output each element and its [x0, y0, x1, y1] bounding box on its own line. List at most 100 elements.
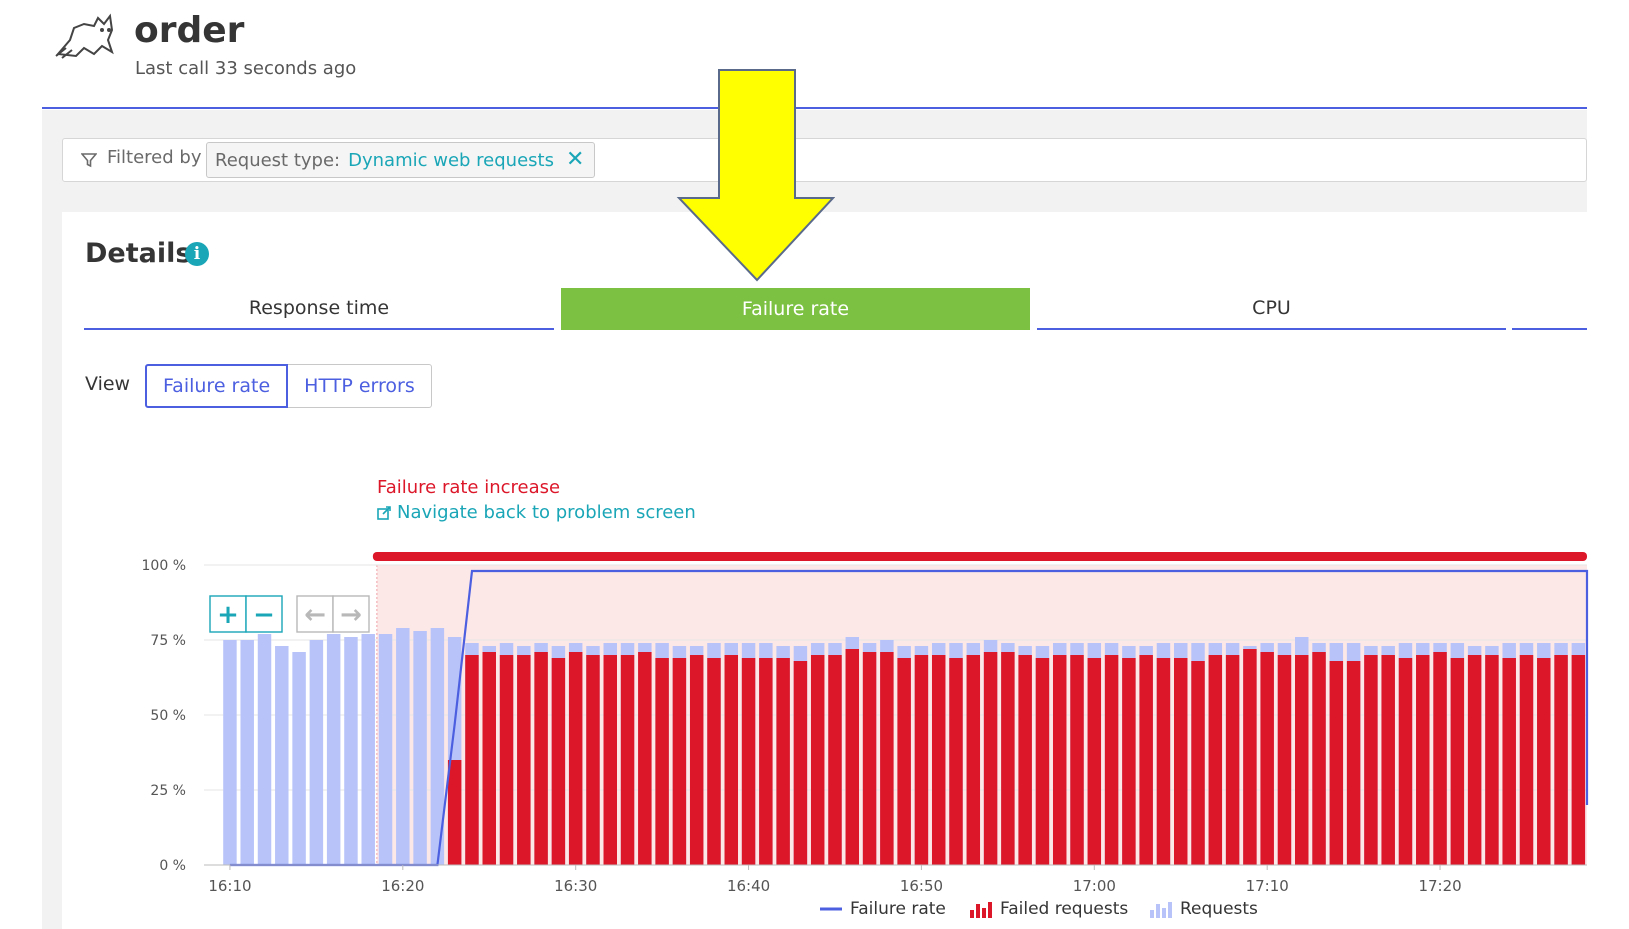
tab-response-time[interactable]: Response time	[84, 288, 554, 330]
failed-requests-bar[interactable]	[983, 652, 998, 865]
requests-bar[interactable]	[430, 628, 445, 865]
failed-requests-bar[interactable]	[1070, 655, 1084, 865]
failed-requests-bar[interactable]	[1018, 655, 1032, 865]
failed-requests-bar[interactable]	[1502, 658, 1516, 865]
requests-bar[interactable]	[396, 628, 410, 865]
failed-requests-bar[interactable]	[1346, 661, 1361, 865]
failed-requests-bar[interactable]	[776, 658, 790, 865]
failed-requests-bar[interactable]	[810, 655, 825, 865]
zoom-in-button[interactable]: +	[209, 595, 247, 633]
failed-requests-bar[interactable]	[1312, 652, 1326, 865]
requests-bar[interactable]	[275, 646, 289, 865]
failure-rate-line[interactable]	[229, 569, 1589, 867]
failed-requests-bar[interactable]	[568, 652, 583, 865]
failed-requests-bar[interactable]	[1277, 655, 1292, 865]
tab-failure-rate[interactable]: Failure rate	[561, 288, 1030, 330]
failed-requests-bar[interactable]	[465, 655, 479, 865]
failed-requests-bar[interactable]	[620, 655, 635, 865]
failed-requests-bar[interactable]	[707, 658, 721, 865]
requests-bar[interactable]	[257, 634, 272, 865]
requests-bar[interactable]	[240, 640, 254, 865]
requests-bar[interactable]	[309, 640, 324, 865]
requests-bar[interactable]	[413, 631, 427, 865]
failed-requests-bar[interactable]	[793, 661, 808, 865]
failed-requests-bar[interactable]	[1295, 655, 1309, 865]
failed-requests-bar[interactable]	[1554, 655, 1568, 865]
failed-requests-bar[interactable]	[1260, 652, 1274, 865]
failed-requests-bar[interactable]	[1416, 655, 1430, 865]
failed-requests-bar[interactable]	[517, 655, 531, 865]
failed-requests-bar[interactable]	[1537, 658, 1551, 865]
failed-requests-bar[interactable]	[603, 655, 617, 865]
failed-requests-bar[interactable]	[1208, 655, 1223, 865]
failed-requests-bar[interactable]	[482, 652, 496, 865]
failed-requests-bar[interactable]	[931, 655, 946, 865]
failed-requests-bar[interactable]	[586, 655, 600, 865]
view-failure-rate-button[interactable]: Failure rate	[145, 364, 289, 408]
failed-requests-bar[interactable]	[759, 658, 773, 865]
failed-requests-bar[interactable]	[1450, 658, 1465, 865]
filter-chip[interactable]: Request type: Dynamic web requests ✕	[206, 142, 596, 178]
failed-requests-bar[interactable]	[1243, 649, 1257, 865]
failed-requests-bar[interactable]	[1519, 655, 1534, 865]
failed-requests-bar[interactable]	[1467, 655, 1482, 865]
requests-bar[interactable]	[344, 637, 358, 865]
failed-requests-bar[interactable]	[655, 658, 669, 865]
failed-requests-bar[interactable]	[638, 652, 652, 865]
failed-requests-bar[interactable]	[447, 760, 462, 865]
close-icon[interactable]: ✕	[565, 147, 585, 172]
failed-requests-bar[interactable]	[828, 655, 842, 865]
failed-requests-bar[interactable]	[499, 655, 514, 865]
failed-requests-bar[interactable]	[689, 655, 704, 865]
zoom-out-button[interactable]: −	[245, 595, 283, 633]
tab-cpu[interactable]: CPU	[1037, 288, 1506, 330]
problem-screen-link[interactable]: Navigate back to problem screen	[377, 502, 696, 523]
failed-requests-bar[interactable]	[845, 649, 860, 865]
failed-requests-bar[interactable]	[914, 655, 929, 865]
requests-bar[interactable]	[378, 634, 393, 865]
failed-requests-bar[interactable]	[672, 658, 687, 865]
failed-requests-bar[interactable]	[1191, 661, 1205, 865]
view-http-errors-button[interactable]: HTTP errors	[288, 364, 432, 408]
legend-failed-requests-label: Failed requests	[1000, 899, 1129, 919]
info-icon[interactable]: i	[185, 242, 209, 266]
legend-requests[interactable]: Requests	[1150, 899, 1258, 919]
failed-requests-bar[interactable]	[880, 652, 894, 865]
failed-requests-bar[interactable]	[1571, 655, 1586, 865]
failed-requests-bar[interactable]	[1035, 658, 1050, 865]
failed-requests-bar[interactable]	[1485, 655, 1499, 865]
failed-requests-bar[interactable]	[1156, 658, 1171, 865]
failed-requests-bar[interactable]	[1122, 658, 1136, 865]
failed-requests-bar[interactable]	[724, 655, 739, 865]
tab-more[interactable]	[1512, 288, 1587, 330]
requests-bar[interactable]	[223, 640, 237, 865]
problem-timeline-bar[interactable]	[372, 552, 1587, 561]
pan-left-button[interactable]: ←	[296, 595, 334, 633]
failed-requests-bar[interactable]	[1364, 655, 1378, 865]
failed-requests-bar[interactable]	[1001, 652, 1015, 865]
failed-requests-bar[interactable]	[897, 658, 911, 865]
legend-failed-requests[interactable]: Failed requests	[970, 899, 1128, 919]
pan-right-button[interactable]: →	[332, 595, 370, 633]
failed-requests-bar[interactable]	[949, 658, 963, 865]
requests-bar[interactable]	[292, 652, 306, 865]
requests-bar[interactable]	[361, 634, 375, 865]
failed-requests-bar[interactable]	[1433, 652, 1447, 865]
failed-requests-bar[interactable]	[1104, 655, 1119, 865]
failed-requests-bar[interactable]	[1087, 658, 1102, 865]
failed-requests-bar[interactable]	[534, 652, 548, 865]
failed-requests-bar[interactable]	[862, 652, 877, 865]
failed-requests-bar[interactable]	[741, 658, 756, 865]
failed-requests-bar[interactable]	[551, 658, 566, 865]
requests-bar[interactable]	[326, 634, 341, 865]
failed-requests-bar[interactable]	[966, 655, 981, 865]
failed-requests-bar[interactable]	[1139, 655, 1153, 865]
failed-requests-bar[interactable]	[1225, 655, 1240, 865]
filter-bar[interactable]: Filtered by Request type: Dynamic web re…	[62, 138, 1587, 182]
failed-requests-bar[interactable]	[1052, 655, 1067, 865]
failed-requests-bar[interactable]	[1174, 658, 1188, 865]
failed-requests-bar[interactable]	[1398, 658, 1413, 865]
failed-requests-bar[interactable]	[1329, 661, 1344, 865]
legend-failure-rate[interactable]: Failure rate	[820, 899, 946, 919]
failed-requests-bar[interactable]	[1381, 655, 1395, 865]
